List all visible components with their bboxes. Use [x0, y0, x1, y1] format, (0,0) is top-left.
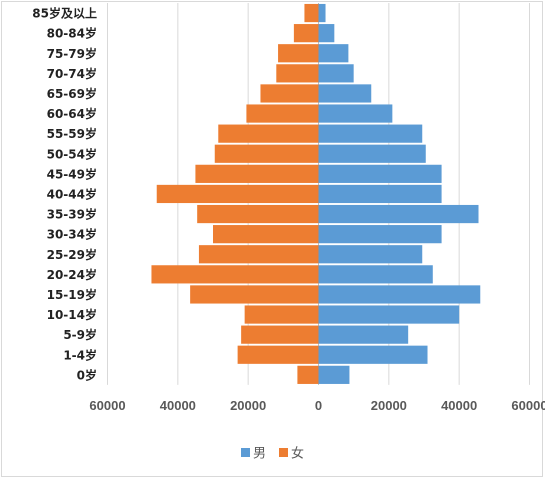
- bar-female-0: [304, 3, 319, 23]
- bar-female-7: [214, 144, 319, 163]
- bar-female-16: [241, 325, 319, 344]
- bar-female-14: [190, 285, 319, 304]
- bar-female-3: [276, 64, 319, 83]
- category-label-5: 60-64岁: [47, 106, 97, 121]
- x-tick-label-3: 0: [315, 398, 322, 413]
- bar-female-4: [260, 84, 319, 103]
- x-tick-label-2: 20000: [230, 398, 266, 413]
- x-tick-label-1: 40000: [160, 398, 196, 413]
- category-label-9: 40-44岁: [47, 186, 97, 201]
- bar-male-15: [318, 305, 460, 324]
- bar-male-2: [318, 44, 349, 63]
- bar-male-8: [318, 164, 442, 183]
- category-label-10: 35-39岁: [47, 207, 97, 222]
- bar-female-6: [218, 124, 319, 143]
- legend-swatch-1: [279, 448, 288, 457]
- legend-swatch-0: [241, 448, 250, 457]
- bar-male-17: [318, 345, 428, 364]
- bar-female-10: [197, 204, 319, 224]
- bar-male-4: [318, 84, 372, 103]
- bar-female-12: [198, 245, 319, 264]
- category-label-2: 75-79岁: [47, 46, 97, 61]
- category-label-0: 85岁及以上: [32, 6, 97, 21]
- x-tick-label-5: 40000: [441, 398, 477, 413]
- bar-male-11: [318, 225, 442, 244]
- category-label-3: 70-74岁: [47, 66, 97, 81]
- category-label-15: 10-14岁: [47, 307, 97, 322]
- bar-male-1: [318, 24, 335, 43]
- bar-female-17: [237, 345, 319, 364]
- bar-male-18: [318, 365, 350, 384]
- bar-female-2: [278, 44, 319, 63]
- bar-female-11: [213, 225, 319, 244]
- bar-female-9: [156, 184, 319, 204]
- bar-male-12: [318, 245, 423, 264]
- category-label-17: 1-4岁: [63, 347, 97, 362]
- x-tick-label-0: 60000: [89, 398, 125, 413]
- bar-female-13: [151, 265, 319, 284]
- category-label-13: 20-24岁: [47, 267, 97, 282]
- category-label-18: 0岁: [77, 367, 97, 382]
- bar-male-3: [318, 64, 354, 83]
- x-tick-label-6: 60000: [511, 398, 545, 413]
- category-label-1: 80-84岁: [47, 26, 97, 41]
- bar-female-18: [297, 365, 319, 384]
- bar-male-16: [318, 325, 409, 344]
- bar-female-8: [195, 164, 319, 183]
- bar-male-10: [318, 204, 479, 224]
- bar-male-14: [318, 285, 481, 304]
- bar-male-9: [318, 184, 442, 204]
- bar-male-13: [318, 265, 433, 284]
- category-label-11: 30-34岁: [47, 227, 97, 242]
- bar-female-15: [244, 305, 319, 324]
- bar-male-7: [318, 144, 426, 163]
- legend-label-0: 男: [253, 447, 266, 462]
- bar-male-0: [318, 3, 326, 23]
- category-label-6: 55-59岁: [47, 126, 97, 141]
- category-label-14: 15-19岁: [47, 287, 97, 302]
- category-label-7: 50-54岁: [47, 146, 97, 161]
- x-tick-label-4: 20000: [371, 398, 407, 413]
- bar-male-6: [318, 124, 423, 143]
- category-label-16: 5-9岁: [63, 327, 97, 342]
- legend-label-1: 女: [291, 446, 304, 462]
- category-label-8: 45-49岁: [47, 166, 97, 181]
- category-label-12: 25-29岁: [47, 247, 97, 262]
- bar-female-5: [246, 104, 319, 123]
- category-label-4: 65-69岁: [47, 86, 97, 101]
- bar-female-1: [293, 24, 319, 43]
- bar-male-5: [318, 104, 393, 123]
